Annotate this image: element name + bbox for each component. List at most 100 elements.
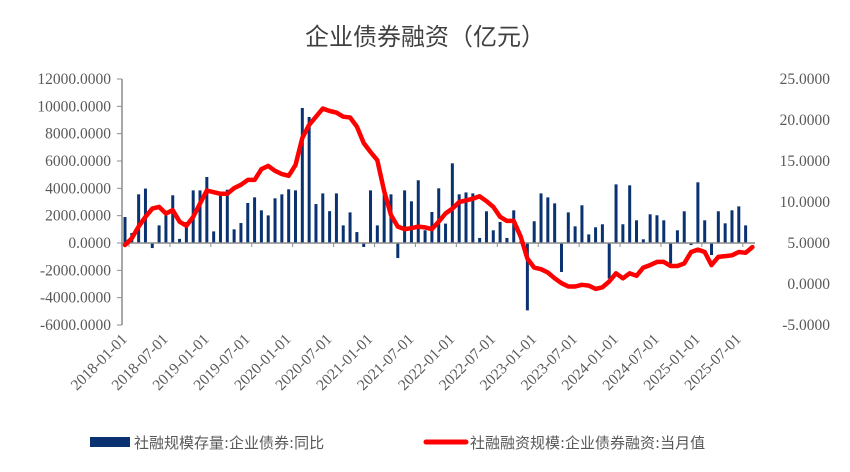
left-tick-label: -6000.0000 <box>40 317 111 334</box>
left-tick-label: 4000.0000 <box>45 180 111 197</box>
bar <box>505 237 509 243</box>
bar <box>382 194 386 243</box>
bar <box>369 190 373 243</box>
right-tick-label: 15.0000 <box>780 153 831 170</box>
left-tick-label: 6000.0000 <box>45 153 111 170</box>
bar <box>423 230 427 243</box>
bar <box>225 189 229 243</box>
bar <box>150 243 154 249</box>
bar <box>444 223 448 243</box>
bar <box>171 195 175 243</box>
bar <box>648 214 652 243</box>
chart-title: 企业债券融资（亿元） <box>305 23 545 51</box>
legend-label-line: 社融融资规模:企业债券融资:当月值 <box>470 434 705 452</box>
bar <box>307 116 311 243</box>
bar <box>464 192 468 243</box>
bar <box>328 211 332 243</box>
bar <box>232 229 236 243</box>
right-tick-label: 5.0000 <box>787 235 830 252</box>
bar <box>321 193 325 243</box>
bar <box>635 220 638 243</box>
right-tick-label: 10.0000 <box>780 194 831 211</box>
bar <box>621 224 625 243</box>
bar <box>594 227 598 243</box>
bar <box>396 243 400 259</box>
bar <box>614 184 618 243</box>
left-tick-label: 0.0000 <box>68 235 111 252</box>
bar <box>184 221 188 243</box>
bar <box>737 206 741 243</box>
bar <box>157 225 161 243</box>
bar <box>409 201 413 243</box>
bar <box>205 176 209 243</box>
right-tick-label: -5.0000 <box>782 317 830 334</box>
bar <box>341 225 345 243</box>
bar <box>696 182 700 243</box>
bar <box>416 180 420 243</box>
bar-series <box>123 107 748 311</box>
bar <box>710 243 714 256</box>
bar <box>212 231 216 243</box>
bar <box>484 211 488 243</box>
bar <box>546 197 550 243</box>
bar <box>587 234 591 243</box>
bar <box>375 225 379 243</box>
bar <box>403 190 407 243</box>
right-axis: 25.0000 20.0000 15.0000 10.0000 5.0000 0.0000… <box>780 71 831 334</box>
line-path <box>122 106 755 292</box>
bar <box>716 211 720 243</box>
bar <box>334 193 338 243</box>
bar <box>362 243 366 247</box>
bar <box>573 226 577 243</box>
bar <box>723 223 727 243</box>
bar <box>218 195 222 243</box>
left-axis: 12000.0000 10000.0000 8000.0000 6000.0000 40… <box>37 71 123 334</box>
bar <box>123 217 127 243</box>
right-tick-label: 20.0000 <box>780 112 831 129</box>
left-tick-label: -2000.0000 <box>40 262 111 279</box>
bar <box>600 224 604 243</box>
bar <box>478 237 482 243</box>
bar <box>491 230 495 243</box>
bar <box>655 215 659 243</box>
bar <box>300 107 304 244</box>
bar <box>198 190 202 243</box>
left-tick-label: 12000.0000 <box>37 71 111 88</box>
bar <box>348 212 352 243</box>
bar <box>178 238 182 243</box>
bar <box>580 205 584 243</box>
bar <box>641 239 645 243</box>
bar <box>498 221 502 243</box>
bar <box>669 243 673 264</box>
left-tick-label: -4000.0000 <box>40 290 111 307</box>
bar <box>266 215 270 243</box>
bar <box>437 188 441 243</box>
line-series <box>122 106 755 292</box>
right-tick-label: 0.0000 <box>787 276 830 293</box>
bar <box>730 210 734 243</box>
legend-swatch-bar <box>90 437 130 447</box>
bar <box>682 211 686 243</box>
bar <box>314 204 318 243</box>
legend-label-bar: 社融规模存量:企业债券:同比 <box>134 434 324 452</box>
bar <box>287 189 291 243</box>
bar <box>280 194 284 243</box>
bar <box>703 220 707 243</box>
bar <box>744 225 748 243</box>
bar <box>532 221 536 243</box>
bar <box>566 212 570 243</box>
bar <box>512 210 516 243</box>
bar <box>137 194 141 243</box>
bar <box>355 232 359 243</box>
bar <box>450 163 454 243</box>
bar <box>457 194 461 243</box>
bar <box>525 243 529 311</box>
bar <box>689 243 693 246</box>
left-tick-label: 2000.0000 <box>45 208 111 225</box>
bar <box>273 198 277 243</box>
bar <box>164 215 168 243</box>
bar <box>253 197 257 243</box>
left-tick-label: 8000.0000 <box>45 126 111 143</box>
bar <box>628 185 632 243</box>
